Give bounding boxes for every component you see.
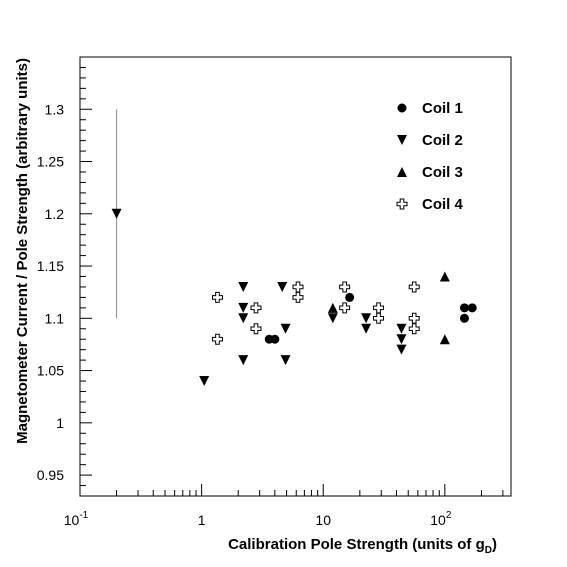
coil-2-point — [238, 281, 249, 292]
coil-4-point — [211, 333, 223, 345]
coil-2-point — [280, 323, 291, 334]
coil-2-point — [280, 355, 291, 366]
x-tick-label: 102 — [430, 510, 452, 528]
coil-2-point — [199, 376, 210, 387]
legend-label-coil-3: Coil 3 — [422, 164, 463, 181]
coil-2-point — [238, 302, 249, 313]
coil-2-point — [238, 355, 249, 366]
x-axis-title: Calibration Pole Strength (units of gD) — [228, 536, 497, 556]
legend-marker-coil-3 — [397, 167, 407, 177]
y-tick-label: 1.1 — [45, 310, 65, 326]
coil-3-point — [439, 271, 450, 282]
coil-3-point — [439, 334, 450, 345]
legend-label-coil-2: Coil 2 — [422, 132, 463, 149]
coil-4-point — [339, 281, 351, 293]
x-axis-title-main: Calibration Pole Strength (units of g — [228, 536, 485, 553]
coil-4-point — [373, 312, 385, 324]
coil-2-point — [327, 313, 338, 324]
y-tick-label: 1.25 — [37, 154, 64, 170]
x-tick-label: 1 — [198, 512, 206, 528]
x-tick-label: 10-1 — [64, 510, 89, 528]
legend-marker-coil-2 — [397, 135, 407, 145]
coil-4-point — [292, 291, 304, 303]
coil-2-point — [361, 313, 372, 324]
coil-1-point — [345, 292, 355, 302]
coil-2-point — [238, 313, 249, 324]
legend-marker-coil-1 — [397, 103, 407, 113]
coil-2-point — [396, 323, 407, 334]
y-tick-label: 1.15 — [37, 258, 64, 274]
coil-1-point — [467, 303, 477, 313]
legend: Coil 1 Coil 2 Coil 3 Coil 4 — [396, 100, 463, 213]
coil-4-point — [408, 323, 420, 335]
legend-label-coil-4: Coil 4 — [422, 196, 463, 213]
data-points — [111, 208, 477, 387]
coil-3-point — [327, 302, 338, 313]
y-tick-label: 1.2 — [45, 206, 65, 222]
coil-4-point — [408, 281, 420, 293]
coil-4-point — [211, 291, 223, 303]
y-tick-label: 1.3 — [45, 101, 65, 117]
coil-1-point — [459, 313, 469, 323]
x-axis-title-close: ) — [492, 536, 497, 553]
y-tick-label: 1.05 — [37, 363, 64, 379]
y-axis-ticks: 0.95 1 1.05 1.1 1.15 1.2 1.25 1.3 — [37, 56, 92, 497]
coil-1-point — [459, 303, 469, 313]
coil-4-point — [250, 302, 262, 314]
x-axis-title-subscript: D — [485, 545, 492, 556]
x-tick-label: 10 — [315, 512, 331, 528]
legend-marker-coil-4 — [396, 198, 408, 210]
y-axis-title: Magnetometer Current / Pole Strength (ar… — [14, 58, 31, 444]
coil-1-point — [270, 334, 280, 344]
coil-2-point — [277, 281, 288, 292]
coil-2-point — [396, 334, 407, 345]
coil-4-point — [339, 302, 351, 314]
y-tick-label: 1 — [56, 415, 64, 431]
legend-label-coil-1: Coil 1 — [422, 100, 463, 117]
coil-2-point — [111, 208, 122, 219]
coil-2-point — [361, 323, 372, 334]
coil-2-point — [396, 344, 407, 355]
y-tick-label: 0.95 — [37, 467, 64, 483]
coil-4-point — [250, 323, 262, 335]
